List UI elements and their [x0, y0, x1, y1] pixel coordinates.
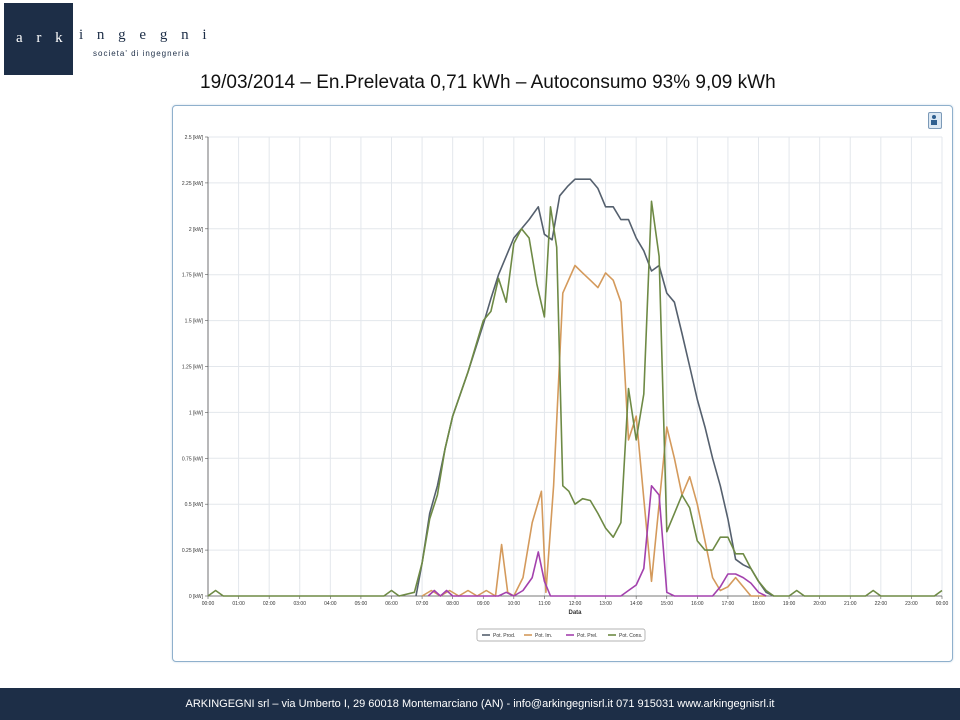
slide-title: 19/03/2014 – En.Prelevata 0,71 kWh – Aut… — [200, 72, 776, 93]
legend-label: Pot. Prel. — [577, 633, 598, 639]
x-tick-label: 14:00 — [630, 601, 643, 607]
x-tick-label: 06:00 — [385, 601, 398, 607]
x-tick-label: 00:00 — [202, 601, 215, 607]
x-tick-label: 23:00 — [905, 601, 918, 607]
y-tick-label: 1 [kW] — [189, 410, 204, 416]
legend-label: Pot. Prod. — [493, 633, 515, 639]
y-tick-label: 2.25 [kW] — [182, 181, 204, 187]
axis-layer: 00:00 01:00 02:00 03:00 04:00 05:00 06:00 07:00… — [182, 135, 949, 616]
y-tick-label: 1.75 [kW] — [182, 273, 204, 279]
legend-label: Pot. Cons. — [619, 633, 642, 639]
x-tick-label: 17:00 — [722, 601, 735, 607]
series-line-3 — [207, 200, 943, 597]
x-tick-label: 13:00 — [599, 601, 612, 607]
legend-label: Pot. Im. — [535, 633, 552, 639]
y-tick-label: 0.5 [kW] — [185, 502, 204, 508]
x-tick-label: 21:00 — [844, 601, 857, 607]
x-tick-label: 11:00 — [538, 601, 550, 607]
y-tick-label: 0.75 [kW] — [182, 456, 204, 462]
logo-tagline: societa' di ingegneria — [93, 49, 190, 58]
series-line-0 — [415, 178, 775, 597]
x-tick-label: 07:00 — [416, 601, 429, 607]
x-tick-label: 20:00 — [813, 601, 826, 607]
x-tick-label: 15:00 — [660, 601, 673, 607]
x-tick-label: 04:00 — [324, 601, 337, 607]
logo-box: a r k — [4, 3, 73, 75]
y-tick-label: 1.5 [kW] — [185, 319, 204, 325]
logo-ark-text: a r k — [16, 30, 68, 46]
y-tick-label: 2 [kW] — [189, 227, 204, 233]
legend-box — [476, 628, 646, 642]
x-tick-label: 05:00 — [355, 601, 368, 607]
line-chart: 00:00 01:00 02:00 03:00 04:00 05:00 06:00 07:00… — [182, 135, 949, 642]
x-axis-title: Data — [568, 610, 582, 616]
x-tick-label: 02:00 — [263, 601, 276, 607]
series-line-2 — [427, 485, 767, 597]
y-tick-label: 0 [kW] — [189, 594, 204, 600]
series-layer — [207, 178, 943, 597]
footer-text: ARKINGEGNI srl – via Umberto I, 29 60018… — [185, 698, 775, 710]
chart-panel: 00:00 01:00 02:00 03:00 04:00 05:00 06:00 07:00… — [172, 105, 953, 662]
x-tick-label: 09:00 — [477, 601, 490, 607]
footer-bar: ARKINGEGNI srl – via Umberto I, 29 60018… — [0, 688, 960, 720]
export-icon[interactable] — [928, 112, 942, 129]
x-tick-label: 10:00 — [508, 601, 521, 607]
grid-layer — [207, 136, 943, 597]
x-tick-label: 03:00 — [293, 601, 306, 607]
y-tick-label: 1.25 [kW] — [182, 365, 204, 371]
x-tick-label: 01:00 — [232, 601, 245, 607]
x-tick-label: 12:00 — [569, 601, 582, 607]
x-tick-label: 22:00 — [875, 601, 888, 607]
x-tick-label: 08:00 — [446, 601, 459, 607]
series-line-1 — [421, 264, 767, 597]
x-tick-label: 00:00 — [936, 601, 949, 607]
x-tick-label: 18:00 — [752, 601, 765, 607]
y-tick-label: 0.25 [kW] — [182, 548, 204, 554]
y-tick-label: 2.5 [kW] — [185, 135, 204, 141]
logo-name-text: i n g e g n i — [79, 27, 212, 43]
legend-layer: Pot. Prod. Pot. Im. Pot. Prel. Pot. Cons. — [476, 628, 646, 642]
x-tick-label: 16:00 — [691, 601, 704, 607]
x-tick-label: 19:00 — [783, 601, 796, 607]
